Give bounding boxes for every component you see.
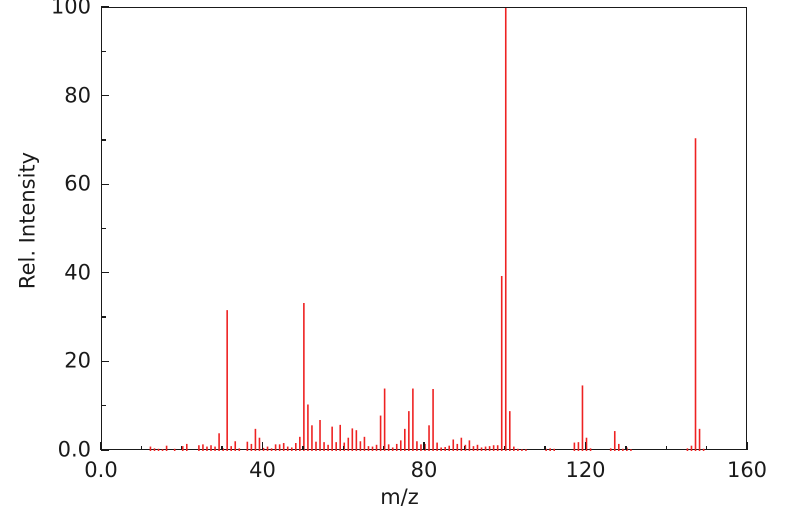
x-tick-major	[261, 442, 264, 450]
y-tick-major	[101, 6, 109, 8]
x-tick-minor	[463, 445, 466, 450]
x-tick-label: 120	[565, 458, 606, 482]
x-tick-major	[423, 442, 425, 450]
y-tick-major	[101, 272, 109, 274]
y-axis-label: Rel. Intensity	[15, 151, 40, 290]
y-tick-label: 80	[64, 83, 91, 108]
x-tick-label: 40	[249, 458, 276, 482]
y-tick-minor	[101, 50, 106, 52]
x-tick-major	[584, 442, 587, 450]
y-tick-major	[101, 183, 109, 185]
y-tick-major	[101, 449, 109, 451]
x-tick-label: 160	[726, 458, 768, 482]
x-tick-minor	[504, 445, 506, 450]
y-tick-label: 20	[64, 348, 91, 373]
x-tick-label: 0.0	[84, 458, 118, 482]
x-tick-minor	[181, 445, 183, 450]
y-tick-major	[101, 360, 109, 363]
y-tick-major	[101, 94, 109, 97]
x-tick-minor	[342, 445, 344, 450]
x-tick-minor	[665, 445, 667, 450]
y-tick-label: 0.0	[57, 437, 91, 462]
plot-area	[101, 7, 748, 451]
y-tick-minor	[101, 227, 106, 230]
x-tick-minor	[544, 445, 546, 450]
y-tick-minor	[101, 139, 106, 141]
x-axis-label: m/z	[380, 485, 419, 509]
x-tick-label: 80	[410, 458, 438, 482]
x-tick-minor	[382, 445, 385, 450]
y-tick-minor	[101, 405, 106, 407]
y-tick-label: 100	[50, 0, 91, 19]
y-tick-label: 60	[64, 171, 91, 196]
y-tick-label: 40	[64, 260, 91, 285]
x-tick-minor	[140, 445, 143, 450]
x-tick-minor	[221, 445, 223, 450]
x-tick-major	[100, 442, 102, 450]
x-tick-minor	[302, 445, 304, 450]
y-tick-minor	[101, 316, 106, 318]
x-tick-major	[746, 442, 748, 450]
x-tick-minor	[705, 445, 708, 450]
spectrum-plot-canvas	[102, 8, 748, 451]
x-tick-minor	[625, 445, 627, 450]
